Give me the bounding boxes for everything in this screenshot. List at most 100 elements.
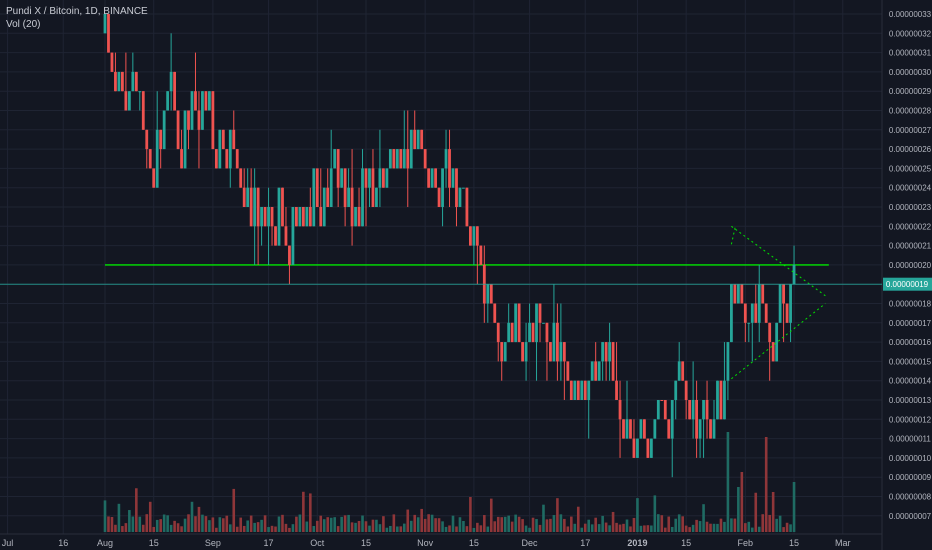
volume-bar <box>260 519 263 532</box>
volume-bar <box>319 515 323 532</box>
candle-body <box>639 419 643 439</box>
candle-body <box>221 129 225 150</box>
candle-body <box>176 110 180 150</box>
volume-bar <box>590 524 594 532</box>
candle-body <box>211 91 215 150</box>
candle-body <box>521 342 524 362</box>
volume-bar <box>451 515 455 532</box>
x-tick-label: 15 <box>149 538 159 548</box>
candle-body <box>747 322 751 324</box>
volume-bar <box>681 516 684 532</box>
candle-body <box>395 149 399 169</box>
volume-bar <box>587 519 591 532</box>
volume-bar <box>347 514 350 532</box>
candle-body <box>159 129 163 150</box>
candle-body <box>507 322 511 343</box>
volume-bar <box>124 523 128 532</box>
volume-bar <box>413 514 417 532</box>
candle-body <box>260 207 263 227</box>
y-tick-label: 0.00000008 <box>889 493 932 502</box>
volume-bar <box>458 517 462 532</box>
candle-body <box>375 187 378 207</box>
volume-bar <box>350 522 354 532</box>
candle-body <box>702 400 705 420</box>
candle-body <box>629 419 632 439</box>
candle-body <box>214 149 218 169</box>
volume-bar <box>444 526 448 532</box>
y-tick-label: 0.00000018 <box>889 300 932 309</box>
candle-body <box>719 380 723 420</box>
volume-bar <box>726 432 730 532</box>
candle-body <box>716 380 719 420</box>
x-tick-label: 17 <box>580 538 590 548</box>
volume-bar <box>180 526 183 532</box>
candle-body <box>677 361 681 381</box>
volume-bar <box>155 519 159 532</box>
candle-body <box>608 342 611 362</box>
volume-bar <box>256 522 260 532</box>
y-tick-label: 0.00000022 <box>889 222 932 231</box>
volume-bar <box>535 519 538 532</box>
candle-body <box>430 168 434 188</box>
volume-bar <box>563 518 566 532</box>
candle-body <box>448 149 451 188</box>
volume-bar <box>103 500 107 532</box>
volume-bar <box>531 517 535 532</box>
volume-bar <box>754 492 758 532</box>
volume-bar <box>455 526 458 532</box>
volume-bar <box>107 516 110 532</box>
volume-bar <box>469 497 472 532</box>
volume-bar <box>608 525 611 532</box>
candle-body <box>469 226 472 246</box>
volume-bar <box>552 515 556 532</box>
volume-bar <box>576 506 580 532</box>
volume-bar <box>218 517 222 532</box>
volume-bar <box>747 521 751 532</box>
y-tick-label: 0.00000021 <box>889 242 932 251</box>
candle-body <box>656 400 660 420</box>
volume-bar <box>583 523 587 532</box>
candle-body <box>194 91 197 111</box>
candle-body <box>124 91 128 111</box>
volume-bar <box>235 526 239 532</box>
volume-bar <box>629 526 632 532</box>
x-tick-label: 2019 <box>627 538 647 548</box>
volume-bar <box>538 524 542 532</box>
candle-body <box>385 168 389 188</box>
volume-bar <box>208 520 211 532</box>
candle-body <box>409 129 413 169</box>
y-tick-label: 0.00000013 <box>889 396 932 405</box>
y-tick-label: 0.00000017 <box>889 319 932 328</box>
candle-body <box>514 303 518 343</box>
volume-bar <box>326 517 330 532</box>
volume-bar <box>173 520 176 532</box>
volume-bar <box>437 518 441 532</box>
candle-body <box>726 342 730 381</box>
candle-body <box>155 129 159 188</box>
volume-bar <box>162 514 166 532</box>
candle-body <box>103 14 107 34</box>
candle-body <box>406 149 410 169</box>
volume-bar <box>761 514 765 532</box>
volume-bar <box>507 515 510 532</box>
candle-body <box>549 342 552 362</box>
candle-body <box>131 71 135 92</box>
candle-body <box>757 284 761 323</box>
volume-bar <box>267 527 270 532</box>
x-tick-label: 15 <box>361 538 371 548</box>
candle-body <box>322 187 326 227</box>
volume-bar <box>277 516 281 532</box>
candle-body <box>503 342 507 362</box>
volume-bar <box>719 518 723 532</box>
volume-bar <box>744 523 747 532</box>
volume-bar <box>580 527 584 532</box>
volume-bar <box>291 524 295 532</box>
candle-body <box>778 284 782 323</box>
volume-bar <box>253 522 256 532</box>
candle-body <box>201 91 204 130</box>
volume-bar <box>489 498 493 532</box>
candle-body <box>277 187 281 246</box>
volume-bar <box>406 509 410 532</box>
volume-bar <box>462 521 465 532</box>
